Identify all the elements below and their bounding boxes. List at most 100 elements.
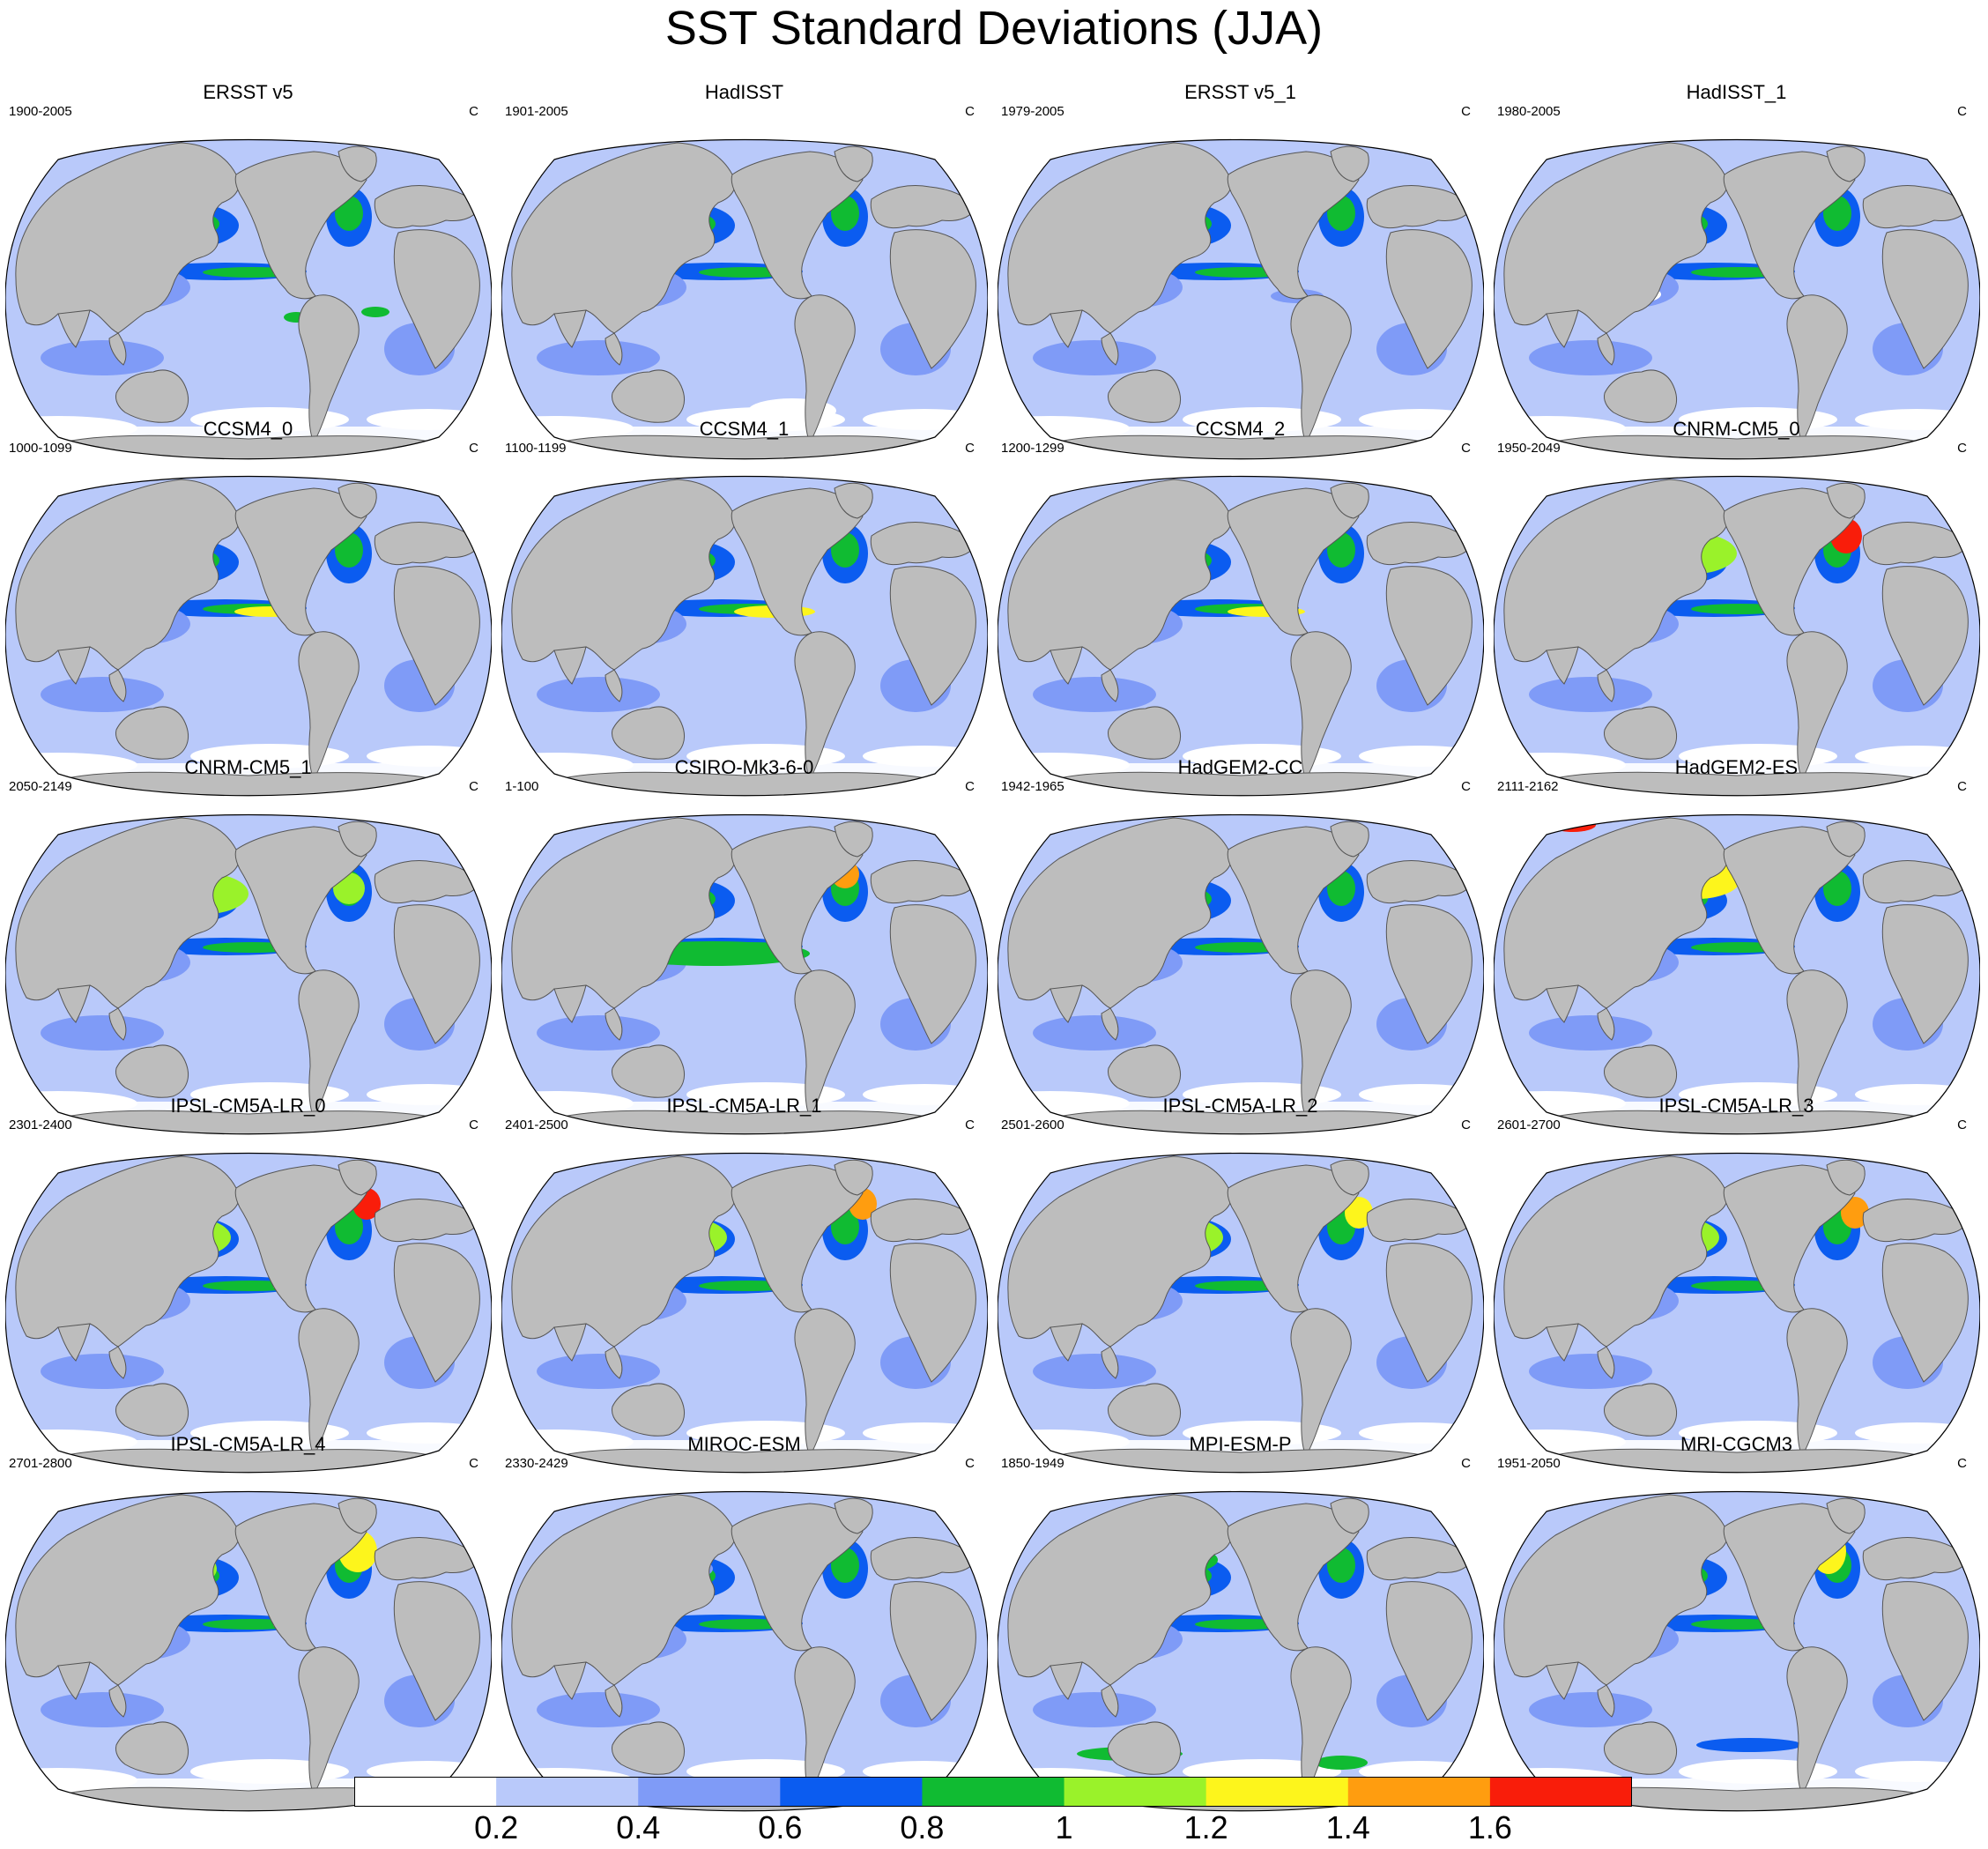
sst-map (998, 475, 1484, 797)
panel-title: ERSST v5_1 (1184, 81, 1296, 103)
land-greenland (1330, 482, 1369, 519)
panel-title: IPSL-CM5A-LR_0 (170, 1095, 326, 1117)
map-outline (5, 1152, 492, 1474)
map-outline (1494, 1152, 1980, 1474)
sst-anomaly-region (537, 1692, 660, 1727)
sst-map (5, 813, 492, 1135)
map-outline (1494, 813, 1980, 1135)
land-samerica (1290, 294, 1352, 444)
land-greenland (338, 821, 377, 858)
land-africa (889, 1581, 976, 1721)
land-africa (1881, 566, 1969, 706)
panel-title: CNRM-CM5_0 (1673, 418, 1800, 440)
sst-anomaly-region (1529, 1692, 1652, 1727)
map-panel: HadGEM2-ES 2111-2162 C (1488, 756, 1984, 1153)
land-namerica (731, 487, 864, 636)
panel-title: MPI-ESM-P (1189, 1433, 1292, 1455)
colorbar-swatch (922, 1777, 1065, 1807)
panel-period: 2301-2400 (9, 1118, 72, 1132)
map-panel: ERSST v5_1 1979-2005 C (992, 81, 1488, 478)
land-greenland (338, 1497, 377, 1534)
land-africa (1881, 1581, 1969, 1721)
land-australia (115, 706, 189, 760)
land-namerica (731, 1503, 864, 1652)
land-namerica (234, 487, 367, 636)
panel-period: 2111-2162 (1497, 779, 1559, 794)
panel-title: HadGEM2-CC (1177, 756, 1303, 778)
panel-unit: C (469, 104, 478, 119)
sst-anomaly-region (1529, 677, 1652, 712)
land-namerica (1723, 826, 1856, 975)
land-australia (1604, 369, 1677, 423)
panel-unit: C (1461, 1456, 1471, 1471)
land-samerica (298, 969, 360, 1119)
land-namerica (1227, 151, 1360, 300)
colorbar-swatch (354, 1777, 497, 1807)
panel-title: HadGEM2-ES (1674, 756, 1799, 778)
land-australia (612, 1721, 685, 1775)
land-greenland (834, 1497, 873, 1534)
land-india (1050, 984, 1083, 1023)
land-greenland (1826, 1159, 1866, 1196)
sst-anomaly-region (537, 340, 660, 375)
land-namerica (1723, 487, 1856, 636)
land-india (553, 1323, 587, 1362)
land-europe (1366, 185, 1472, 229)
land-europe (1862, 860, 1969, 904)
land-greenland (1826, 145, 1866, 182)
sst-anomaly-region (537, 1015, 660, 1051)
land-samerica (794, 1308, 856, 1458)
sst-anomaly-region (41, 1015, 164, 1051)
land-australia (115, 1383, 189, 1437)
land-samerica (1290, 969, 1352, 1119)
panel-period: 1979-2005 (1001, 104, 1064, 119)
land-seasia (108, 1684, 127, 1718)
panel-unit: C (1461, 441, 1471, 456)
panel-title: CSIRO-Mk3-6-0 (674, 756, 814, 778)
colorbar-tick-label: 0.6 (758, 1809, 803, 1845)
land-seasia (1101, 669, 1119, 702)
land-africa (393, 1243, 480, 1383)
sst-anomaly-region (41, 677, 164, 712)
panel-title: CNRM-CM5_1 (184, 756, 312, 778)
land-india (57, 984, 91, 1023)
panel-unit: C (965, 441, 975, 456)
land-seasia (1597, 1346, 1615, 1379)
land-africa (1385, 1243, 1472, 1383)
land-europe (870, 522, 976, 566)
map-panel: MIROC-ESM 2330-2429 C (496, 1433, 992, 1830)
sst-map (5, 1152, 492, 1474)
colorbar-swatch (780, 1777, 923, 1807)
colorbar-tick-label: 1.6 (1467, 1809, 1512, 1845)
land-europe (1366, 860, 1472, 904)
panel-unit: C (1957, 1456, 1967, 1471)
land-africa (889, 1243, 976, 1383)
land-africa (393, 904, 480, 1044)
panel-period: 2401-2500 (505, 1118, 568, 1132)
sst-anomaly-region (1529, 1354, 1652, 1389)
land-samerica (1290, 1308, 1352, 1458)
map-panel: MPI-ESM-P 1850-1949 C (992, 1433, 1488, 1830)
land-africa (1385, 904, 1472, 1044)
land-namerica (1227, 826, 1360, 975)
land-europe (870, 860, 976, 904)
land-seasia (1597, 1007, 1615, 1041)
land-india (553, 646, 587, 685)
panel-period: 1950-2049 (1497, 441, 1561, 456)
land-india (553, 984, 587, 1023)
panel-title: MRI-CGCM3 (1680, 1433, 1793, 1455)
sst-map (501, 475, 988, 797)
map-panel: ERSST v5 1900-2005 C (0, 81, 496, 478)
sst-anomaly-region (537, 677, 660, 712)
land-india (1546, 1323, 1579, 1362)
land-india (1050, 1323, 1083, 1362)
colorbar-tick-label: 1.4 (1325, 1809, 1370, 1845)
land-india (1546, 309, 1579, 348)
map-panel: CCSM4_0 1000-1099 C (0, 418, 496, 814)
panel-unit: C (1957, 104, 1967, 119)
sst-anomaly-region (1345, 1197, 1373, 1229)
land-greenland (338, 1159, 377, 1196)
map-panel: HadISST_1 1980-2005 C (1488, 81, 1984, 478)
land-samerica (1786, 631, 1848, 781)
sst-map (501, 138, 988, 460)
